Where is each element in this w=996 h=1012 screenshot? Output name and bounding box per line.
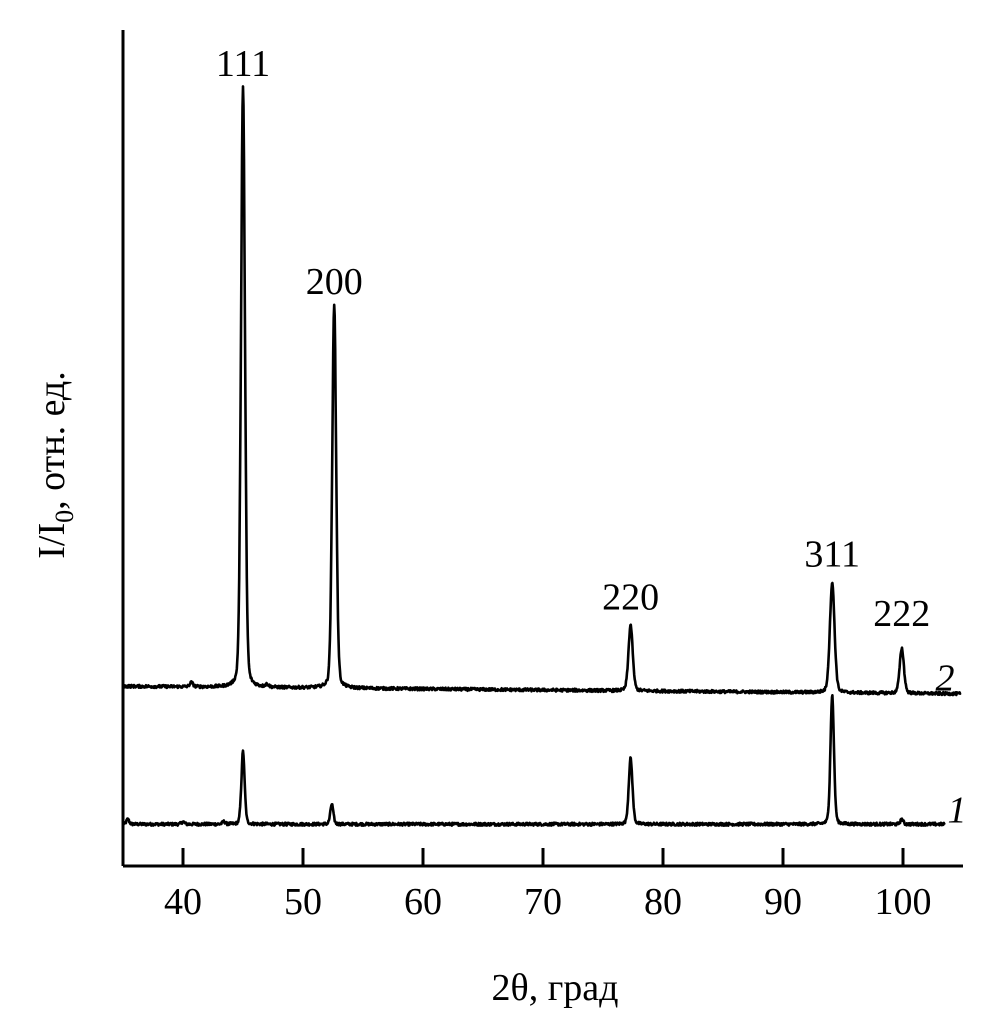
peak-label-200: 200 — [306, 261, 363, 303]
x-tick-label-60: 60 — [404, 881, 442, 923]
x-tick-label-40: 40 — [164, 881, 202, 923]
x-tick-label-80: 80 — [644, 881, 682, 923]
y-axis-title-subscript: 0 — [50, 510, 79, 523]
x-tick-label-70: 70 — [524, 881, 562, 923]
peak-label-311: 311 — [804, 534, 860, 576]
x-ticks — [181, 848, 905, 866]
y-axis-title-rest: , отн. ед. — [31, 371, 73, 510]
series-label-1: 1 — [948, 790, 967, 832]
y-axis-title-main: I/I — [31, 523, 73, 559]
peak-label-220: 220 — [602, 576, 659, 618]
peak-label-222: 222 — [873, 593, 930, 635]
series-line-2 — [121, 85, 962, 697]
peak-labels: 111 200 220 311 222 — [216, 43, 930, 635]
y-axis-title: I/I0, отн. ед. — [31, 371, 79, 559]
x-tick-label-90: 90 — [764, 881, 802, 923]
peak-label-111: 111 — [216, 43, 270, 85]
x-axis-title: 2θ, град — [492, 967, 619, 1009]
x-tick-label-50: 50 — [284, 881, 322, 923]
series-lines — [121, 85, 962, 827]
series-line-1 — [121, 694, 946, 827]
x-tick-labels: 40 50 60 70 80 90 100 — [164, 881, 932, 923]
series-labels: 12 — [936, 657, 967, 831]
series-label-2: 2 — [936, 657, 955, 699]
x-tick-label-100: 100 — [875, 881, 932, 923]
axes — [121, 30, 963, 868]
